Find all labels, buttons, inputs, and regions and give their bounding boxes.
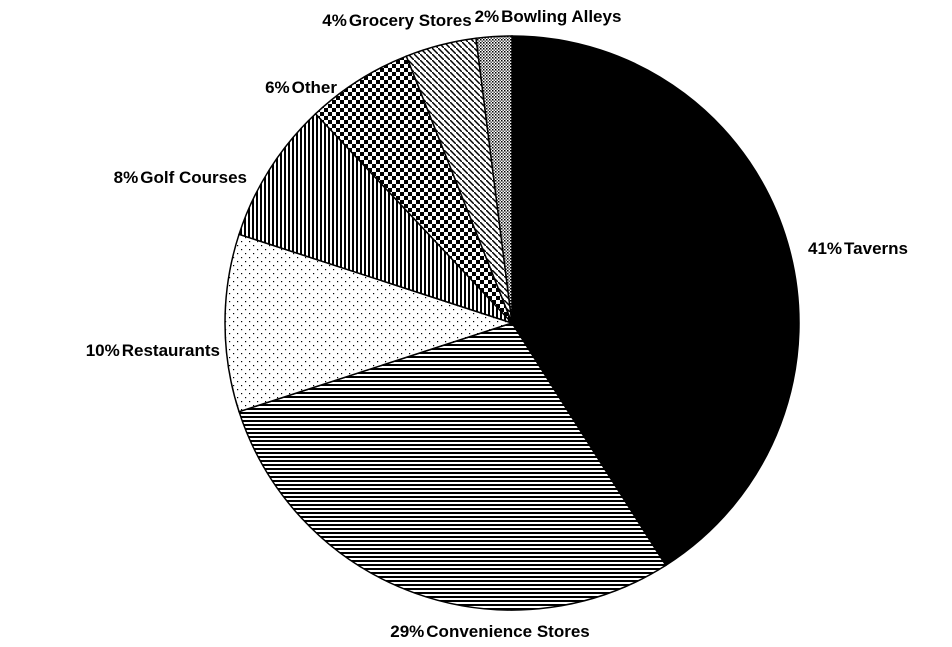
pie-slice: [511, 35, 800, 567]
value-label: 29%: [390, 622, 424, 641]
slice-label: 29% Convenience Stores: [390, 622, 589, 641]
pie-slice: [238, 112, 513, 324]
slice-label: 4% Grocery Stores: [322, 11, 471, 30]
value-label: 41%: [808, 239, 842, 258]
pie-slice: [475, 35, 513, 324]
pie-slice: [238, 322, 667, 611]
category-label: Convenience Stores: [426, 622, 589, 641]
category-label: Grocery Stores: [349, 11, 472, 30]
category-label: Taverns: [844, 239, 908, 258]
category-label: Golf Courses: [140, 168, 247, 187]
slice-label: 8% Golf Courses: [114, 168, 247, 187]
value-label: 2%: [475, 7, 500, 26]
slice-label: 10% Restaurants: [86, 341, 220, 360]
slice-label: 2% Bowling Alleys: [475, 7, 622, 26]
value-label: 6%: [265, 78, 290, 97]
category-label: Other: [292, 78, 338, 97]
slice-label: 6% Other: [265, 78, 337, 97]
value-label: 10%: [86, 341, 120, 360]
pie-slice: [224, 233, 515, 413]
value-label: 8%: [114, 168, 139, 187]
value-label: 4%: [322, 11, 347, 30]
slice-label: 41% Taverns: [808, 239, 908, 258]
category-label: Bowling Alleys: [501, 7, 621, 26]
category-label: Restaurants: [122, 341, 220, 360]
